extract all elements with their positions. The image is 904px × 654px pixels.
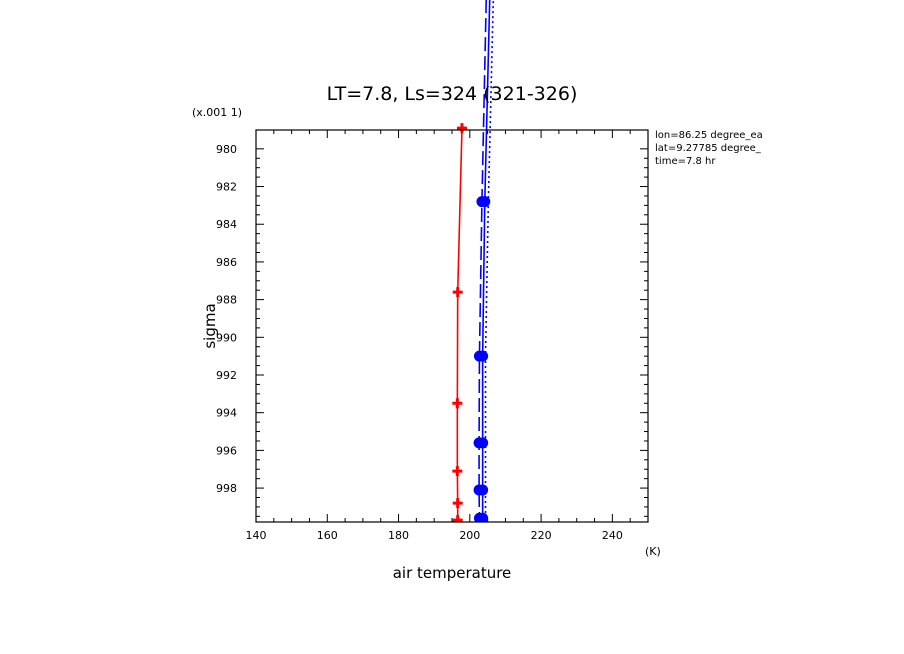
x-tick-label: 220 [531, 529, 552, 542]
series-line-0 [456, 128, 463, 521]
x-tick-label: 160 [317, 529, 338, 542]
x-tick-label: 140 [246, 529, 267, 542]
y-tick-label: 994 [216, 407, 237, 420]
data-point-0 [452, 498, 463, 509]
x-tick-label: 200 [459, 529, 480, 542]
y-tick-label: 984 [216, 218, 237, 231]
y-tick-label: 982 [216, 181, 237, 194]
data-point-0 [452, 466, 463, 477]
data-point-0 [456, 123, 467, 134]
y-axis-label: sigma [201, 303, 219, 348]
y-tick-label: 990 [216, 331, 237, 344]
info-lon: lon=86.25 degree_ea [655, 130, 763, 141]
data-point-2 [476, 196, 488, 208]
plot-frame [255, 129, 649, 523]
x-axis-label: air temperature [393, 564, 512, 582]
info-lat: lat=9.27785 degree_ [655, 143, 762, 154]
y-tick-label: 996 [216, 444, 237, 457]
data-point-2 [473, 484, 485, 496]
data-point-2 [473, 437, 485, 449]
x-axis-unit: (K) [645, 545, 661, 558]
data-point-0 [452, 287, 463, 298]
y-tick-label: 980 [216, 143, 237, 156]
info-time: time=7.8 hr [655, 156, 716, 167]
y-scale-note: (x.001 1) [192, 106, 242, 119]
chart-title: LT=7.8, Ls=324 (321-326) [327, 83, 578, 105]
data-point-0 [452, 398, 463, 409]
y-tick-label: 992 [216, 369, 237, 382]
data-point-0 [452, 515, 463, 522]
y-tick-label: 998 [216, 482, 237, 495]
data-point-2 [473, 350, 485, 362]
x-tick-label: 180 [388, 529, 409, 542]
data-point-2 [473, 512, 485, 522]
y-tick-label: 988 [216, 294, 237, 307]
x-tick-label: 240 [602, 529, 623, 542]
y-tick-label: 986 [216, 256, 237, 269]
